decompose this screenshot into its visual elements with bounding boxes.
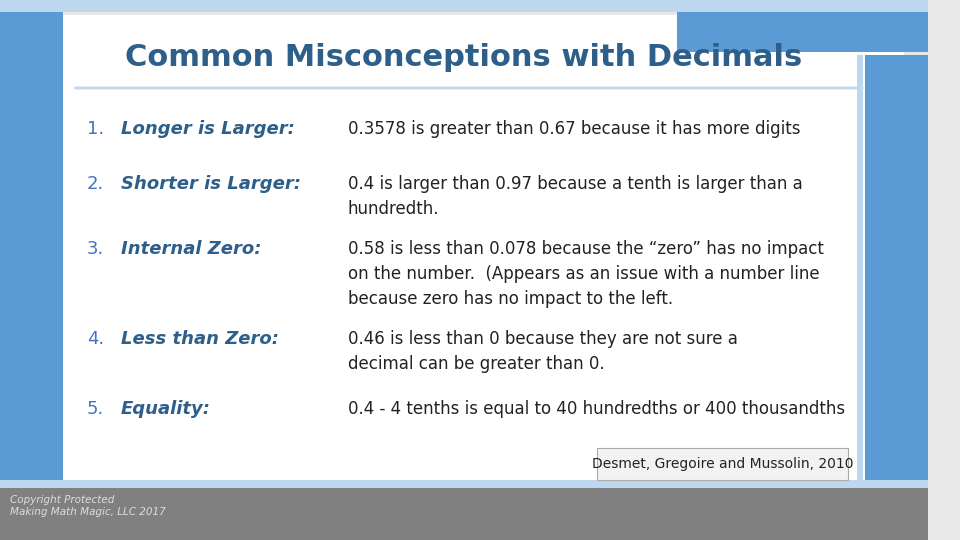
FancyBboxPatch shape xyxy=(0,480,928,488)
FancyBboxPatch shape xyxy=(0,0,62,55)
Text: 3.: 3. xyxy=(87,240,105,258)
Text: Common Misconceptions with Decimals: Common Misconceptions with Decimals xyxy=(126,44,803,72)
Text: 0.3578 is greater than 0.67 because it has more digits: 0.3578 is greater than 0.67 because it h… xyxy=(348,120,801,138)
Text: 5.: 5. xyxy=(87,400,105,418)
Text: 0.4 - 4 tenths is equal to 40 hundredths or 400 thousandths: 0.4 - 4 tenths is equal to 40 hundredths… xyxy=(348,400,845,418)
FancyBboxPatch shape xyxy=(597,448,848,480)
Text: Less than Zero:: Less than Zero: xyxy=(121,330,278,348)
Text: 1.: 1. xyxy=(87,120,104,138)
Text: Equality:: Equality: xyxy=(121,400,211,418)
Text: Copyright Protected
Making Math Magic, LLC 2017: Copyright Protected Making Math Magic, L… xyxy=(10,495,165,517)
FancyBboxPatch shape xyxy=(857,55,863,480)
Text: 4.: 4. xyxy=(87,330,105,348)
Text: 2.: 2. xyxy=(87,175,105,193)
FancyBboxPatch shape xyxy=(865,55,928,485)
FancyBboxPatch shape xyxy=(62,15,903,515)
FancyBboxPatch shape xyxy=(0,55,62,485)
Text: Longer is Larger:: Longer is Larger: xyxy=(121,120,295,138)
FancyBboxPatch shape xyxy=(0,485,928,540)
Text: Shorter is Larger:: Shorter is Larger: xyxy=(121,175,300,193)
FancyBboxPatch shape xyxy=(677,12,928,52)
Text: 0.4 is larger than 0.97 because a tenth is larger than a
hundredth.: 0.4 is larger than 0.97 because a tenth … xyxy=(348,175,803,218)
Text: 0.58 is less than 0.078 because the “zero” has no impact
on the number.  (Appear: 0.58 is less than 0.078 because the “zer… xyxy=(348,240,824,308)
Text: 0.46 is less than 0 because they are not sure a
decimal can be greater than 0.: 0.46 is less than 0 because they are not… xyxy=(348,330,738,373)
Text: Internal Zero:: Internal Zero: xyxy=(121,240,261,258)
FancyBboxPatch shape xyxy=(0,0,928,12)
Text: Desmet, Gregoire and Mussolin, 2010: Desmet, Gregoire and Mussolin, 2010 xyxy=(592,457,853,471)
